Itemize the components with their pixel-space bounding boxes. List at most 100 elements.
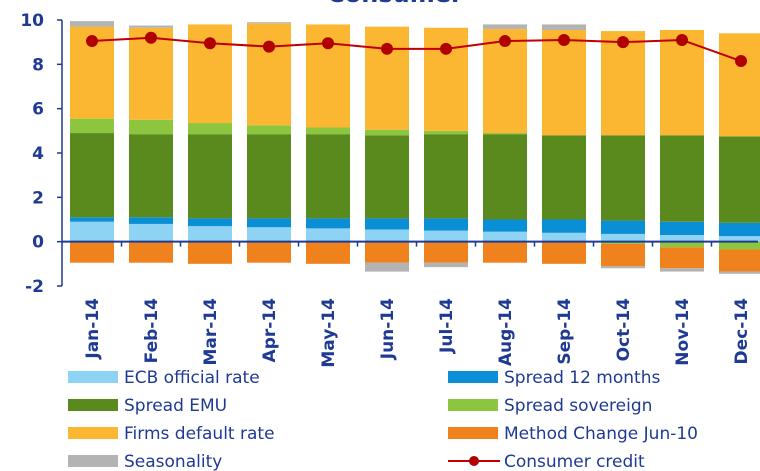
bar-segment: [424, 134, 468, 219]
bar-segment: [424, 241, 468, 263]
bar-segment: [424, 230, 468, 242]
bar-segment: [601, 243, 645, 267]
bar-segment: [483, 134, 527, 220]
bar-segment: [660, 29, 704, 136]
legend-label: Spread EMU: [124, 396, 227, 416]
bar-segment: [719, 33, 760, 137]
bar-segment: [188, 226, 232, 242]
bar-segment: [483, 231, 527, 242]
line: [91, 36, 742, 62]
x-tick-label: Apr-14: [260, 298, 280, 363]
y-tick-label: 0: [32, 233, 44, 253]
bar-segment: [188, 241, 232, 264]
legend-label: Spread sovereign: [504, 396, 652, 416]
bar-segment: [483, 241, 527, 263]
bar-segment: [601, 135, 645, 221]
y-tick-label: -2: [25, 277, 44, 297]
bar-segment: [306, 228, 350, 242]
bar-segment: [542, 241, 586, 264]
line-marker: [381, 42, 393, 55]
bar-segment: [542, 232, 586, 242]
line-marker: [499, 35, 511, 48]
bar-segment: [247, 241, 291, 263]
legend-label: Method Change Jun-10: [504, 424, 698, 444]
bar-segment: [70, 217, 114, 222]
line-marker: [86, 35, 98, 48]
bar-segment: [365, 26, 409, 130]
legend-swatch: [68, 371, 118, 383]
bar-segment: [601, 233, 645, 242]
bar-segment: [719, 271, 760, 274]
bar-segment: [365, 135, 409, 219]
bar-segment: [365, 218, 409, 230]
bar-segment: [188, 218, 232, 227]
bar-segment: [660, 235, 704, 242]
bar-segment: [601, 31, 645, 136]
bar-segment: [306, 127, 350, 135]
legend-label: Consumer credit: [504, 452, 645, 471]
x-tick-label: Sep-14: [555, 298, 575, 365]
x-tick-label: Aug-14: [496, 298, 516, 366]
bar-segment: [365, 229, 409, 242]
bar-segment: [247, 218, 291, 228]
line-marker: [558, 33, 570, 46]
bar-segment: [660, 268, 704, 272]
y-tick-label: 2: [32, 188, 44, 208]
chart-title: Consumer: [327, 0, 463, 8]
bar-segment: [719, 241, 760, 250]
bar-segment: [70, 221, 114, 242]
bar-segment: [601, 220, 645, 234]
bar-segment: [306, 218, 350, 229]
legend-label: Seasonality: [124, 452, 222, 471]
line-marker: [204, 37, 216, 50]
x-tick-label: Nov-14: [673, 298, 693, 366]
legend-swatch: [68, 427, 118, 439]
bar-segment: [542, 135, 586, 220]
bar-segment: [247, 22, 291, 24]
line-marker: [735, 55, 747, 68]
line-marker: [676, 33, 688, 46]
legend-swatch: [68, 399, 118, 411]
bar-segment: [306, 134, 350, 219]
bar-segment: [70, 118, 114, 134]
bar-segment: [365, 241, 409, 263]
legend-swatch: [68, 455, 118, 467]
x-tick-label: Feb-14: [142, 298, 162, 364]
bar-segment: [129, 223, 173, 242]
bar-segment: [424, 130, 468, 135]
bar-segment: [542, 24, 586, 30]
bar-segment: [660, 247, 704, 269]
bar-segment: [660, 241, 704, 248]
legend-label: Spread 12 months: [504, 368, 660, 388]
y-tick-label: 8: [32, 55, 44, 75]
bar-segment: [129, 119, 173, 135]
bar-segment: [542, 29, 586, 136]
bar-segment: [542, 219, 586, 233]
bar-segment: [719, 136, 760, 223]
line-marker: [617, 36, 629, 49]
bar-segment: [188, 123, 232, 135]
bar-segment: [70, 241, 114, 263]
legend-swatch: [469, 456, 479, 466]
bar-segment: [306, 241, 350, 264]
bar-segment: [247, 134, 291, 219]
line-marker: [263, 40, 275, 53]
bar-segment: [424, 262, 468, 268]
legend-swatch: [448, 399, 498, 411]
legend-label: Firms default rate: [124, 424, 275, 444]
x-tick-label: Jul-14: [437, 298, 457, 354]
legend-swatch: [448, 371, 498, 383]
bar-segment: [660, 221, 704, 236]
x-tick-label: Mar-14: [201, 298, 221, 366]
bar-segment: [719, 222, 760, 237]
bar-segment: [70, 133, 114, 218]
bar-segment: [424, 218, 468, 231]
bar-segment: [483, 219, 527, 232]
x-tick-label: Jan-14: [83, 298, 103, 360]
bar-segment: [247, 23, 291, 126]
line-marker: [440, 42, 452, 55]
bar-segment: [483, 24, 527, 29]
bar-segment: [129, 134, 173, 218]
bar-segment: [129, 241, 173, 263]
